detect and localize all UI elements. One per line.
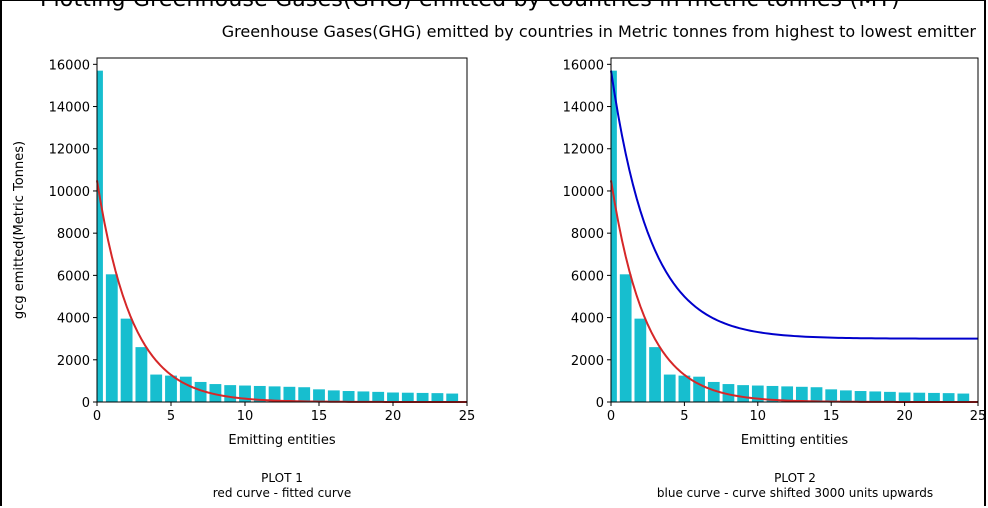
y-tick-label-2-2: 4000: [571, 312, 604, 327]
bar-2-20: [898, 392, 911, 402]
bar-2-7: [707, 381, 720, 402]
bar-1-15: [313, 389, 325, 402]
x-tick-label-1-2: 10: [237, 409, 254, 424]
bar-2-9: [737, 385, 749, 402]
bar-2-2: [634, 318, 647, 402]
bar-1-14: [298, 387, 311, 402]
plot-caption-title-1: PLOT 1: [261, 471, 303, 485]
cut-header-text: Plotting Greenhouse Gases(GHG) emitted b…: [40, 0, 900, 12]
x-tick-label-1-3: 15: [311, 409, 328, 424]
bar-1-17: [342, 391, 355, 402]
y-tick-label-2-0: 0: [596, 396, 604, 411]
bar-2-13: [795, 386, 808, 402]
bar-2-1: [619, 274, 632, 402]
bar-2-3: [649, 347, 661, 402]
x-tick-label-2-4: 20: [896, 409, 913, 424]
axes-frame-2: [610, 57, 979, 403]
y-tick-label-2-7: 14000: [563, 101, 604, 116]
bar-2-21: [913, 392, 926, 402]
bar-1-1: [105, 274, 118, 402]
bar-1-6: [179, 376, 192, 402]
y-tick-label-1-8: 16000: [49, 58, 90, 73]
bar-1-2: [120, 318, 133, 402]
bar-1-23: [431, 393, 444, 402]
bar-2-16: [840, 390, 852, 402]
bar-1-8: [209, 384, 222, 402]
fitted-curve-2: [610, 180, 978, 403]
x-axis-label-2: Emitting entities: [741, 433, 849, 448]
bar-2-23: [942, 393, 955, 402]
y-tick-label-1-6: 12000: [49, 143, 90, 158]
bar-1-22: [416, 392, 429, 402]
bar-1-18: [357, 391, 370, 402]
shifted-curve-2: [610, 70, 978, 340]
bar-1-4: [150, 374, 163, 402]
x-axis-label-1: Emitting entities: [228, 433, 336, 448]
y-tick-label-1-0: 0: [82, 396, 90, 411]
bar-1-16: [327, 390, 340, 402]
bar-2-14: [810, 387, 823, 402]
y-tick-label-1-2: 4000: [57, 312, 90, 327]
bar-2-15: [825, 389, 838, 402]
y-tick-label-2-5: 10000: [563, 185, 604, 200]
y-tick-label-1-3: 6000: [57, 269, 90, 284]
plot-caption-title-2: PLOT 2: [774, 471, 816, 485]
y-tick-label-1-4: 8000: [57, 227, 90, 242]
bar-2-18: [869, 391, 882, 402]
x-tick-label-1-0: 0: [93, 409, 101, 424]
bar-1-13: [283, 386, 296, 402]
bar-2-19: [884, 391, 896, 402]
bar-1-9: [224, 385, 237, 402]
bar-1-12: [268, 386, 281, 402]
bar-2-22: [928, 392, 940, 402]
plot-caption-desc-2: blue curve - curve shifted 3000 units up…: [657, 486, 933, 500]
bar-1-24: [446, 393, 459, 402]
bar-1-19: [372, 391, 385, 402]
y-tick-label-2-8: 16000: [563, 58, 604, 73]
bar-1-21: [401, 392, 414, 402]
y-tick-label-2-3: 6000: [571, 269, 604, 284]
y-axis-label-1: gcg emitted(Metric Tonnes): [12, 141, 27, 319]
axes-frame-1: [96, 57, 468, 403]
y-tick-label-1-1: 2000: [57, 354, 90, 369]
bar-1-0: [97, 70, 103, 403]
bar-2-17: [854, 391, 867, 402]
y-tick-label-2-4: 8000: [571, 227, 604, 242]
bar-2-8: [722, 384, 735, 402]
fitted-curve-1: [96, 180, 467, 403]
bar-1-10: [239, 385, 251, 402]
bar-2-12: [781, 386, 794, 402]
x-tick-label-2-3: 15: [823, 409, 840, 424]
bar-2-0: [611, 70, 617, 403]
bar-1-5: [165, 375, 177, 402]
plot-caption-desc-1: red curve - fitted curve: [213, 486, 351, 500]
y-tick-label-2-1: 2000: [571, 354, 604, 369]
bar-2-10: [751, 385, 764, 402]
x-tick-label-2-1: 5: [680, 409, 688, 424]
bar-1-11: [253, 385, 266, 402]
bar-2-4: [663, 374, 676, 402]
bar-1-3: [135, 347, 148, 402]
y-tick-label-1-5: 10000: [49, 185, 90, 200]
y-tick-label-1-7: 14000: [49, 101, 90, 116]
bar-1-20: [387, 392, 399, 402]
bar-2-6: [693, 376, 705, 402]
y-tick-label-2-6: 12000: [563, 143, 604, 158]
bar-2-24: [957, 393, 970, 402]
figure-title: Greenhouse Gases(GHG) emitted by countri…: [221, 22, 976, 41]
bar-1-7: [194, 381, 207, 402]
x-tick-label-1-4: 20: [385, 409, 402, 424]
x-tick-label-2-5: 25: [970, 409, 987, 424]
bar-2-11: [766, 385, 779, 402]
x-tick-label-1-5: 25: [459, 409, 476, 424]
x-tick-label-1-1: 5: [167, 409, 175, 424]
bar-2-5: [678, 375, 691, 402]
x-tick-label-2-2: 10: [750, 409, 767, 424]
x-tick-label-2-0: 0: [607, 409, 615, 424]
